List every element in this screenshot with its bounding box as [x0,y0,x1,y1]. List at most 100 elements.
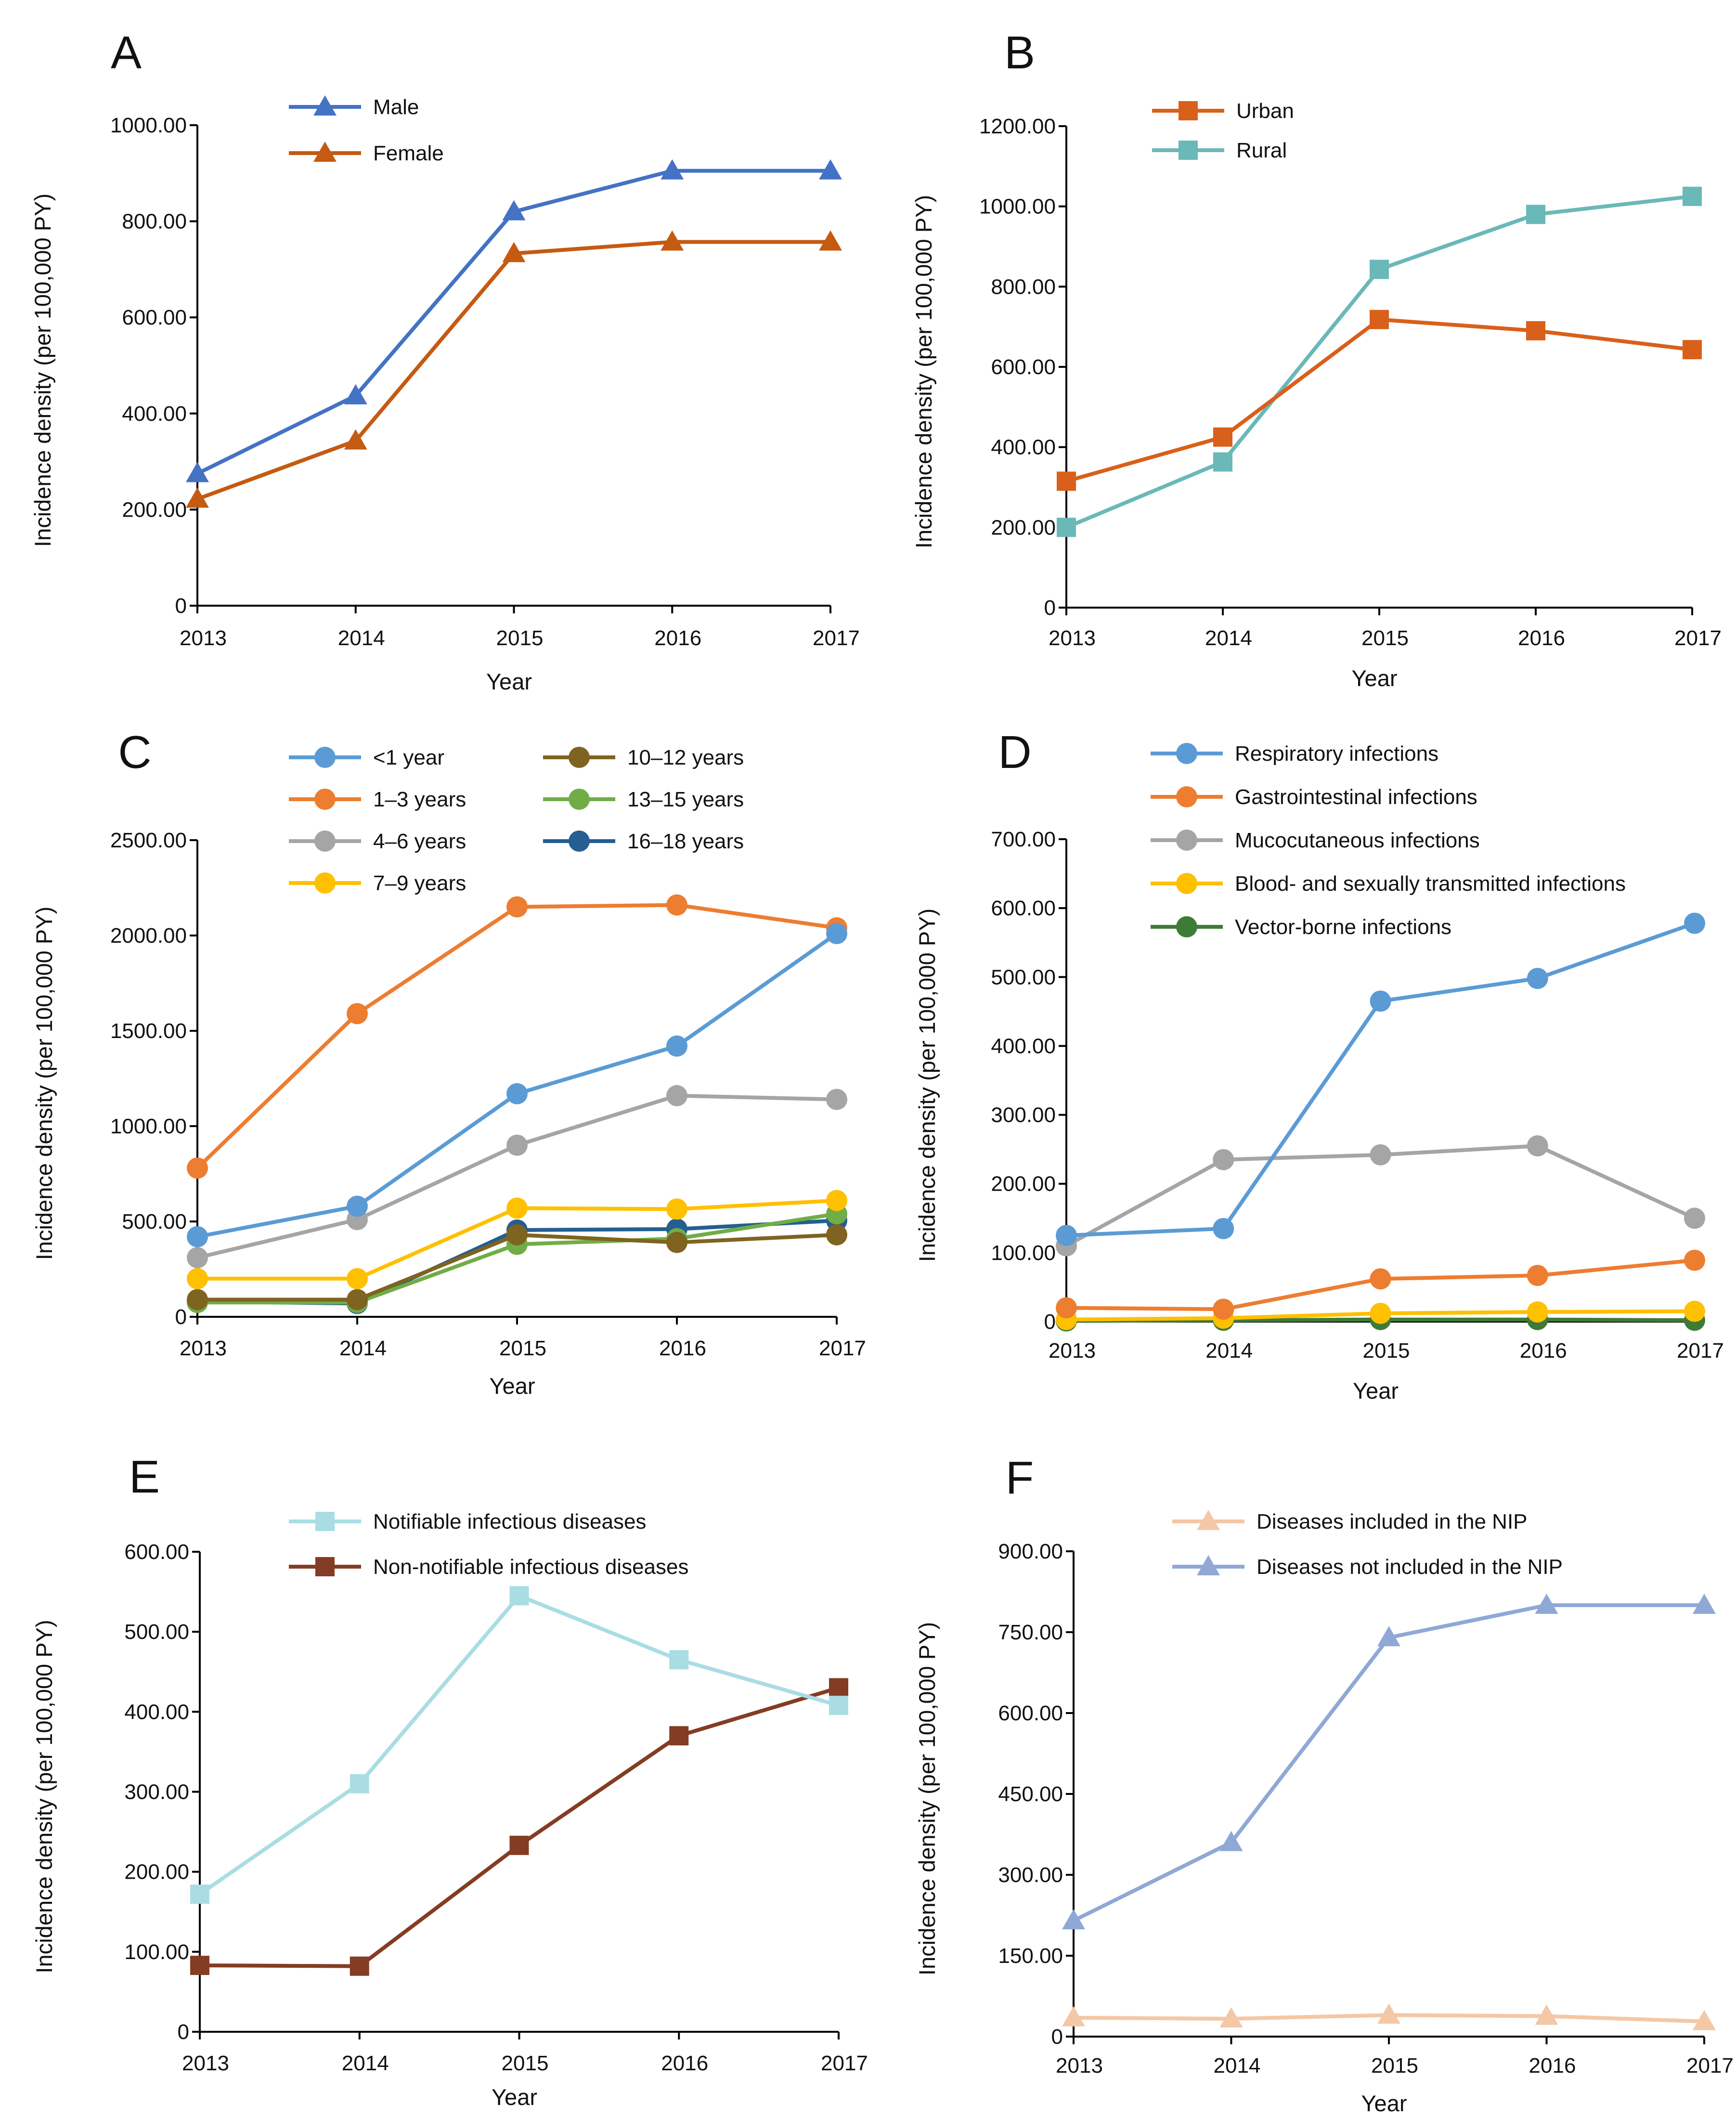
legend-item-rural: Rural [1152,139,1287,162]
legend-swatch-marker [313,142,337,162]
x-axis-title: Year [1353,1378,1399,1403]
data-point [1219,2007,1243,2028]
data-point [1535,2004,1558,2025]
legend-item-urban: Urban [1152,99,1294,123]
data-point [1056,1297,1077,1319]
y-tick-label: 0 [1051,2025,1063,2049]
data-point [1527,1301,1548,1323]
x-tick-label: 2014 [339,1337,387,1360]
y-tick-label: 1500.00 [110,1019,187,1043]
legend-item-16-18-years: 16–18 years [543,830,744,853]
legend-swatch-marker [569,789,590,810]
series-7-9-years [187,1190,847,1289]
legend-item-mucocutaneous-infections: Mucocutaneous infections [1151,829,1480,852]
legend-item-male: Male [289,95,419,119]
legend-item-vector-borne-infections: Vector-borne infections [1151,915,1451,939]
data-point [187,1289,208,1311]
y-tick-label: 800.00 [991,275,1056,299]
x-tick-label: 2017 [821,2052,868,2075]
y-tick-label: 0 [175,1305,187,1329]
series-rural [1057,186,1702,537]
legend-label: Vector-borne infections [1235,915,1451,939]
data-point [1693,1594,1716,1614]
y-tick-label: 150.00 [998,1944,1063,1968]
series-line [1065,194,1693,530]
data-point [666,1198,687,1220]
y-tick-label: 600.00 [122,306,187,329]
series-line [1073,1603,1704,1922]
data-point [1213,452,1232,472]
x-tick-label: 2015 [1371,2054,1418,2078]
data-point [1377,1626,1400,1647]
data-point [1526,321,1545,340]
data-point [1684,1249,1705,1271]
y-tick-label: 0 [175,594,187,618]
legend-label: 1–3 years [373,788,466,811]
legend-item-blood-and-sexually-transmitted-infections: Blood- and sexually transmitted infectio… [1151,872,1626,896]
x-tick-label: 2016 [1520,1339,1567,1363]
data-point [347,1289,368,1311]
data-point [826,1224,847,1246]
legend: Respiratory infections Gastrointestinal i… [1151,742,1626,939]
y-tick-label: 500.00 [991,965,1056,989]
legend-label: <1 year [373,746,444,769]
data-point [1535,1594,1558,1614]
x-tick-label: 2017 [819,1337,866,1360]
legend-swatch-marker [1176,786,1197,807]
legend-item-7-9-years: 7–9 years [289,871,466,895]
data-point [1370,1144,1391,1166]
series-line [196,903,837,1169]
legend-item-diseases-not-included-in-the-nip: Diseases not included in the NIP [1172,1555,1563,1579]
legend-swatch-marker [314,872,336,894]
legend-label: Notifiable infectious diseases [373,1510,646,1533]
legend-swatch-marker [1176,873,1197,894]
data-point [350,1774,369,1793]
panel-letter: B [1004,27,1035,78]
legend-item-respiratory-infections: Respiratory infections [1151,742,1438,766]
data-point [819,159,842,180]
y-axis-title: Incidence density (per 100,000 PY) [914,909,940,1262]
legend-item-1-year: <1 year [289,746,444,769]
data-point [1370,1268,1391,1290]
y-tick-label: 0 [1044,1310,1056,1334]
legend-label: 16–18 years [627,830,744,853]
data-point [1370,990,1391,1012]
legend-label: Rural [1236,139,1287,162]
x-tick-label: 2015 [496,626,544,650]
y-tick-label: 600.00 [124,1540,189,1564]
legend-swatch-marker [314,747,336,768]
data-point [1683,340,1702,360]
data-point [1213,427,1232,447]
x-tick-label: 2016 [659,1337,706,1360]
y-tick-label: 500.00 [122,1210,187,1234]
panel-f: F 0 150.00 300.00 450.00 600.00 750.00 900.00 20… [914,1452,1734,2116]
x-tick-label: 2015 [499,1337,546,1360]
y-tick-label: 400.00 [991,1034,1056,1058]
data-point [829,1696,848,1715]
x-tick-label: 2013 [1049,626,1096,650]
panel-b: B 0 200.00 400.00 600.00 800.00 1000.00 1200.00… [911,27,1722,691]
x-axis-title: Year [1361,2091,1407,2116]
x-axis-title: Year [486,669,532,694]
x-tick-label: 2017 [1677,1339,1724,1363]
x-axis-title: Year [492,2084,537,2110]
y-tick-label: 600.00 [991,355,1056,379]
legend-label: Diseases not included in the NIP [1257,1555,1563,1579]
legend-swatch-marker [1176,743,1197,764]
data-point [347,1003,368,1025]
x-tick-label: 2013 [182,2052,229,2075]
legend-swatch-marker [569,747,590,768]
data-point [187,1268,208,1289]
series-1-year [187,923,847,1247]
data-point [826,1190,847,1211]
data-point [1213,1149,1234,1170]
data-point [187,1157,208,1179]
legend-swatch-marker [313,95,337,116]
data-point [1056,1225,1077,1247]
legend-label: 10–12 years [627,746,744,769]
series-urban [1057,310,1702,491]
data-point [826,1089,847,1110]
data-point [186,487,209,508]
y-tick-label: 300.00 [124,1780,189,1804]
data-point [190,1956,209,1975]
